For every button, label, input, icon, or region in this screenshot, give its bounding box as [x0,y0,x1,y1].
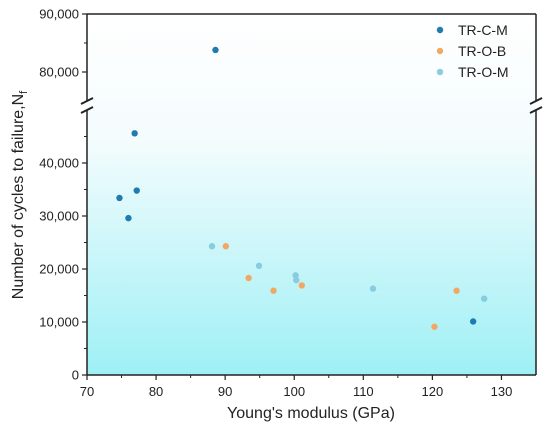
x-tick-label: 100 [283,384,305,399]
y-tick-label: 90,000 [39,7,79,22]
axes: 70 80 90 100 110 120 130 0 10,000 20,000 30,000 40,… [39,7,543,399]
legend-label-tr-o-m: TR-O-M [458,64,509,80]
data-point-tr-o-b [270,287,277,294]
data-point-tr-o-b [222,243,230,250]
x-tick-label: 70 [80,384,94,399]
legend-marker-tr-c-m [436,26,444,34]
data-point-tr-o-b [453,287,460,294]
y-tick-label: 80,000 [39,65,79,80]
data-point-tr-o-b [245,274,252,282]
data-point-tr-c-m [131,130,138,137]
legend-label-tr-c-m: TR-C-M [458,22,508,38]
x-tick-label: 110 [353,384,374,399]
x-tick-label: 90 [218,384,232,399]
y-axis-title: Number of cycles to failure,Nf [10,90,30,299]
y-tick-label: 30,000 [39,209,79,224]
data-point-tr-o-b [431,323,438,330]
data-point-tr-o-m [208,243,216,250]
data-point-tr-o-m [292,272,299,279]
data-points [116,46,488,330]
data-point-tr-c-m [212,46,219,54]
data-point-tr-o-m [293,276,300,284]
y-tick-label: 20,000 [39,262,79,277]
axis-break-mark-right-lower [529,106,543,114]
y-tick-label: 10,000 [39,315,79,330]
axis-break-mark-left-lower [80,106,94,114]
plot-background [87,14,536,375]
data-point-tr-c-m [469,318,477,325]
legend: TR-C-M TR-O-B TR-O-M [436,22,509,80]
data-point-tr-c-m [116,194,123,202]
data-point-tr-c-m [133,187,140,194]
x-tick-label: 80 [149,384,163,399]
x-tick-label: 130 [491,384,513,399]
axis-break-mark-right-upper [529,97,543,105]
x-axis-title: Young's modulus (GPa) [227,405,395,422]
data-point-tr-c-m [125,214,132,222]
y-tick-label: 40,000 [39,156,79,171]
legend-marker-tr-o-b [436,47,444,55]
axis-break-mark-left-upper [80,97,94,105]
y-axis-title-subscript: f [18,90,30,94]
legend-label-tr-o-b: TR-O-B [458,43,506,59]
y-axis-title-main: Number of cycles to failure,N [10,94,27,299]
y-tick-label: 0 [72,368,79,383]
data-point-tr-o-b [298,282,306,289]
data-point-tr-o-m [480,295,488,302]
data-point-tr-o-m [255,262,263,270]
data-point-tr-o-m [369,285,377,292]
x-tick-label: 120 [422,384,444,399]
legend-marker-tr-o-m [436,68,444,76]
